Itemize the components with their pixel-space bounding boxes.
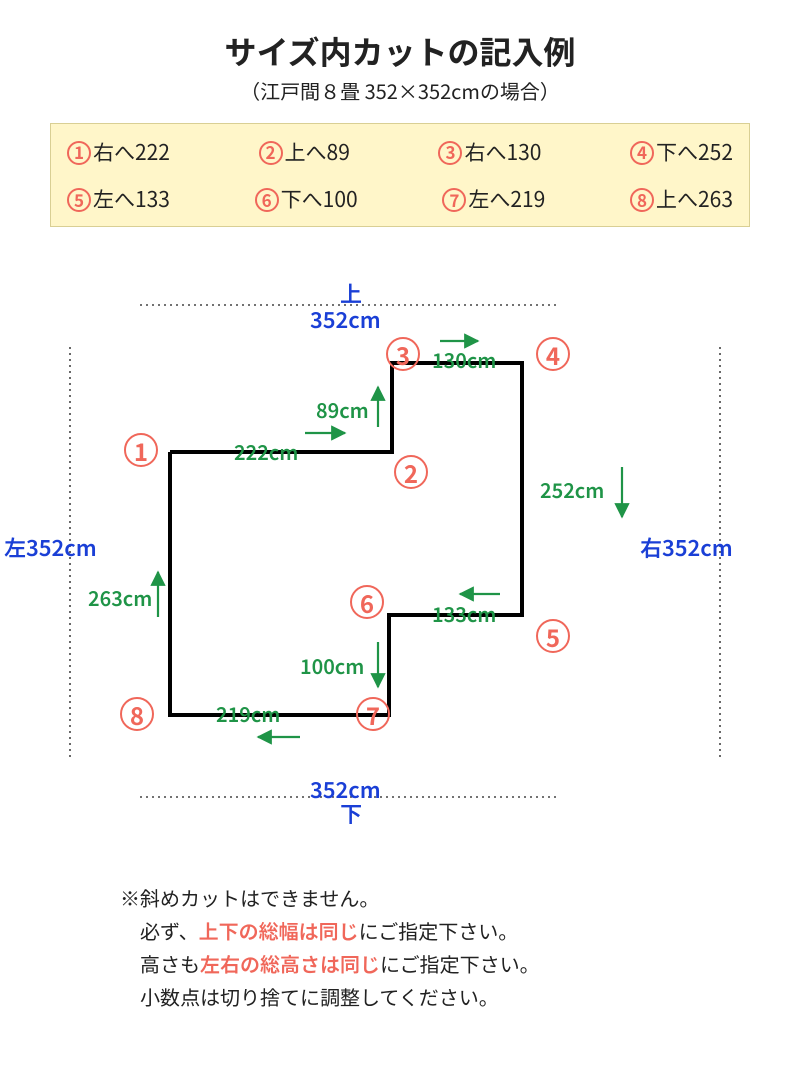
- outer-right-label: 右352cm: [640, 531, 733, 563]
- note3-b: にご指定下さい。: [380, 949, 540, 978]
- seg-label-4: 252cm: [540, 475, 604, 504]
- note3-hl: 左右の総高さは同じ: [200, 949, 380, 978]
- legend-row: 5 左へ133 6 下へ100 7 左へ219 8 上へ263: [67, 187, 733, 212]
- legend-item-4: 4 下へ252: [630, 140, 733, 165]
- legend-text-4: 下へ252: [656, 140, 733, 165]
- legend-item-6: 6 下へ100: [255, 187, 358, 212]
- guide-lines: [70, 305, 720, 797]
- note3-a: 高さも: [140, 949, 200, 978]
- outer-left-label: 左352cm: [4, 531, 97, 563]
- legend-num-2: 2: [259, 141, 283, 165]
- legend-num-1: 1: [67, 141, 91, 165]
- outer-bottom-kanji: 下: [340, 797, 362, 829]
- note4: 小数点は切り捨てに調整してください。: [140, 982, 499, 1011]
- seg-label-1: 222cm: [234, 437, 298, 466]
- legend-text-5: 左へ133: [93, 187, 170, 212]
- legend-box: 1 右へ222 2 上へ89 3 右へ130 4 下へ252 5 左へ133 6: [50, 123, 750, 227]
- page: サイズ内カットの記入例 （江戸間８畳 352×352cmの場合） 1 右へ222…: [0, 0, 800, 1068]
- legend-text-6: 下へ100: [281, 187, 358, 212]
- seg-label-7: 219cm: [216, 699, 280, 728]
- note-line-1: ※斜めカットはできません。: [120, 881, 800, 914]
- legend-num-7: 7: [442, 188, 466, 212]
- legend-item-2: 2 上へ89: [259, 140, 350, 165]
- seg-label-8: 263cm: [88, 583, 152, 612]
- page-subtitle: （江戸間８畳 352×352cmの場合）: [0, 76, 800, 105]
- note-line-3: ※高さも左右の総高さは同じにご指定下さい。: [120, 947, 800, 980]
- note-line-4: ※小数点は切り捨てに調整してください。: [120, 980, 800, 1013]
- legend-text-2: 上へ89: [285, 140, 350, 165]
- legend-num-6: 6: [255, 188, 279, 212]
- legend-item-7: 7 左へ219: [442, 187, 545, 212]
- seg-label-5: 133cm: [432, 599, 496, 628]
- legend-item-5: 5 左へ133: [67, 187, 170, 212]
- note-line-2: ※必ず、上下の総幅は同じにご指定下さい。: [120, 914, 800, 947]
- outer-top-dim: 352cm: [310, 303, 381, 335]
- notes: ※斜めカットはできません。 ※必ず、上下の総幅は同じにご指定下さい。 ※高さも左…: [120, 881, 800, 1013]
- seg-label-3: 130cm: [432, 345, 496, 374]
- legend-num-3: 3: [438, 141, 462, 165]
- seg-label-2: 89cm: [316, 395, 369, 424]
- diagram: 上 352cm 352cm 下 左352cm 右352cm 222cm 89cm…: [0, 237, 800, 877]
- legend-text-7: 左へ219: [468, 187, 545, 212]
- legend-num-5: 5: [67, 188, 91, 212]
- legend-item-8: 8 上へ263: [630, 187, 733, 212]
- page-title: サイズ内カットの記入例: [0, 28, 800, 74]
- legend-text-1: 右へ222: [93, 140, 170, 165]
- note2-hl: 上下の総幅は同じ: [199, 916, 359, 945]
- legend-item-3: 3 右へ130: [438, 140, 541, 165]
- legend-num-8: 8: [630, 188, 654, 212]
- legend-text-8: 上へ263: [656, 187, 733, 212]
- seg-label-6: 100cm: [300, 651, 364, 680]
- legend-row: 1 右へ222 2 上へ89 3 右へ130 4 下へ252: [67, 140, 733, 165]
- note2-b: にご指定下さい。: [359, 916, 519, 945]
- legend-text-3: 右へ130: [464, 140, 541, 165]
- note2-a: 必ず、: [140, 916, 199, 945]
- legend-item-1: 1 右へ222: [67, 140, 170, 165]
- legend-num-4: 4: [630, 141, 654, 165]
